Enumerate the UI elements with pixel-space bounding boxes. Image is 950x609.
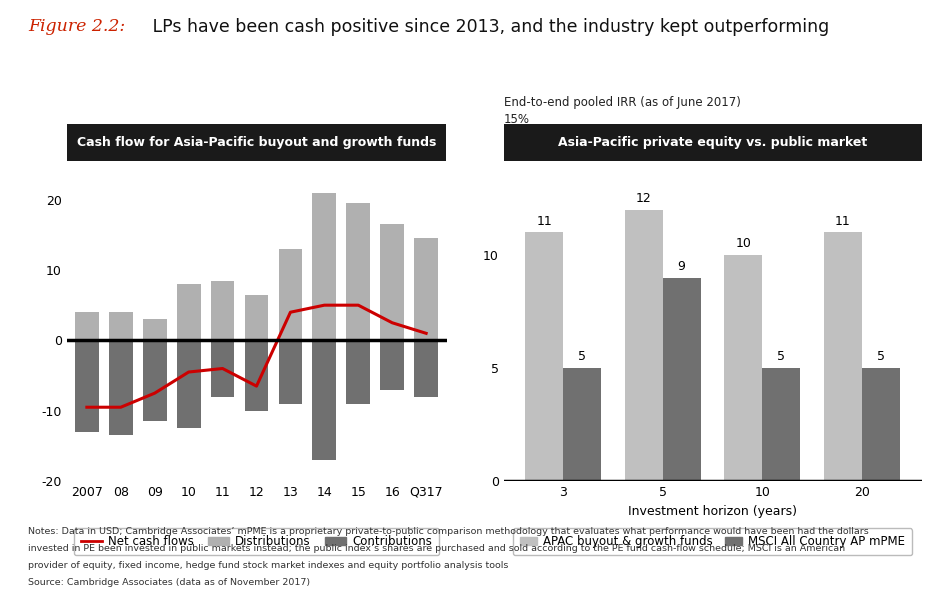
- Bar: [245, 295, 269, 340]
- Bar: [563, 368, 601, 481]
- Text: Cash flow for Asia-Pacific buyout and growth funds: Cash flow for Asia-Pacific buyout and gr…: [77, 136, 436, 149]
- X-axis label: Investment horizon (years): Investment horizon (years): [628, 504, 797, 518]
- Text: 5: 5: [877, 351, 884, 364]
- Text: $25B: $25B: [66, 142, 99, 155]
- Bar: [109, 312, 133, 340]
- Text: End-to-end pooled IRR (as of June 2017): End-to-end pooled IRR (as of June 2017): [504, 96, 740, 109]
- Text: 15%: 15%: [504, 113, 529, 125]
- Text: Asia-Pacific private equity vs. public market: Asia-Pacific private equity vs. public m…: [558, 136, 867, 149]
- Text: 11: 11: [835, 215, 851, 228]
- Bar: [245, 340, 269, 410]
- Bar: [75, 312, 99, 340]
- Bar: [109, 340, 133, 435]
- Bar: [177, 340, 200, 428]
- Bar: [211, 281, 235, 340]
- Bar: [414, 340, 438, 396]
- Text: 12: 12: [636, 192, 652, 205]
- Text: Figure 2.2:: Figure 2.2:: [28, 18, 125, 35]
- Bar: [762, 368, 800, 481]
- Text: Notes: Data in USD; Cambridge Associates’ mPME is a proprietary private-to-publi: Notes: Data in USD; Cambridge Associates…: [28, 527, 869, 536]
- Bar: [663, 278, 700, 481]
- Text: 11: 11: [537, 215, 552, 228]
- Legend: Net cash flows, Distributions, Contributions: Net cash flows, Distributions, Contribut…: [74, 528, 439, 555]
- Bar: [142, 340, 166, 421]
- Bar: [380, 224, 404, 340]
- Bar: [862, 368, 900, 481]
- Bar: [278, 340, 302, 404]
- Bar: [525, 232, 563, 481]
- Bar: [75, 340, 99, 432]
- Bar: [347, 340, 370, 404]
- Text: 5: 5: [579, 351, 586, 364]
- Text: 5: 5: [777, 351, 785, 364]
- Bar: [725, 255, 762, 481]
- Bar: [380, 340, 404, 390]
- Bar: [625, 209, 663, 481]
- Bar: [824, 232, 862, 481]
- Text: LPs have been cash positive since 2013, and the industry kept outperforming: LPs have been cash positive since 2013, …: [147, 18, 829, 37]
- Bar: [142, 319, 166, 340]
- Text: Source: Cambridge Associates (data as of November 2017): Source: Cambridge Associates (data as of…: [28, 578, 311, 587]
- Bar: [211, 340, 235, 396]
- Bar: [347, 203, 370, 340]
- Legend: APAC buyout & growth funds, MSCI All Country AP mPME: APAC buyout & growth funds, MSCI All Cou…: [513, 528, 912, 555]
- Bar: [278, 249, 302, 340]
- Text: invested in PE been invested in public markets instead; the public index’s share: invested in PE been invested in public m…: [28, 544, 846, 553]
- Text: 9: 9: [677, 260, 686, 273]
- Bar: [177, 284, 200, 340]
- Bar: [313, 340, 336, 460]
- Text: provider of equity, fixed income, hedge fund stock market indexes and equity por: provider of equity, fixed income, hedge …: [28, 561, 509, 570]
- Text: 10: 10: [735, 238, 751, 250]
- Bar: [313, 192, 336, 340]
- Bar: [414, 238, 438, 340]
